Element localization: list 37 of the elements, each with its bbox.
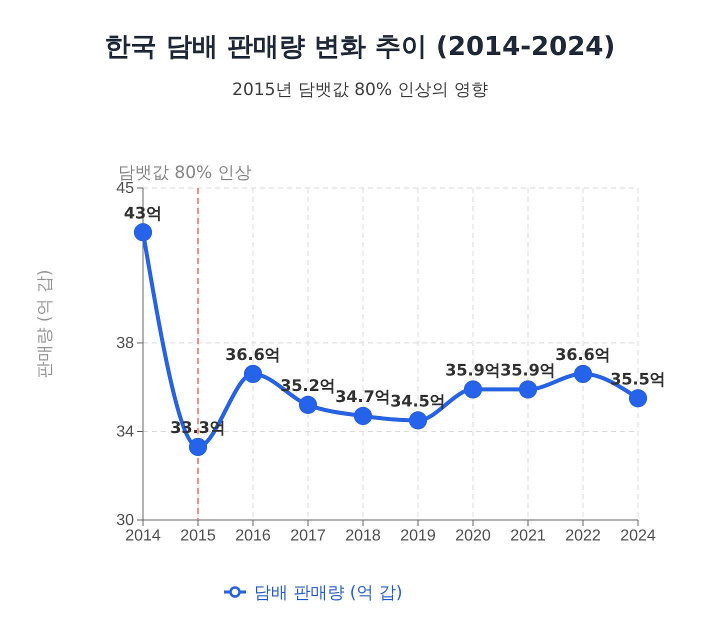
point bbox=[244, 364, 262, 383]
x-tick-label: 2024 bbox=[620, 527, 656, 544]
data-label: 34.7억 bbox=[335, 386, 391, 406]
point bbox=[574, 364, 592, 383]
point bbox=[354, 406, 372, 426]
x-tick-label: 2017 bbox=[290, 527, 326, 544]
legend-label: 담배 판매량 (억 갑) bbox=[254, 583, 402, 603]
x-tick-label: 2018 bbox=[345, 527, 381, 544]
chart-subtitle: 2015년 담뱃값 80% 인상의 영향 bbox=[232, 80, 488, 100]
point bbox=[628, 389, 648, 408]
x-tick-label: 2019 bbox=[400, 527, 436, 544]
y-tick-label: 30 bbox=[116, 512, 134, 530]
data-label: 36.6억 bbox=[555, 344, 611, 364]
data-label: 35.5억 bbox=[610, 369, 666, 388]
x-tick-label: 2015 bbox=[180, 527, 216, 544]
data-label: 35.9억 bbox=[500, 360, 556, 380]
data-label: 35.2억 bbox=[280, 376, 336, 395]
x-tick-label: 2022 bbox=[565, 527, 601, 544]
point bbox=[518, 380, 538, 398]
point bbox=[298, 396, 318, 414]
x-tick-label: 2014 bbox=[125, 527, 161, 544]
point bbox=[408, 411, 428, 430]
data-label: 36.6억 bbox=[225, 344, 281, 364]
x-tick-label: 2020 bbox=[455, 527, 491, 544]
y-tick-label: 34 bbox=[116, 424, 134, 441]
y-axis-title: 판매량 (억 갑) bbox=[35, 269, 55, 379]
point bbox=[134, 223, 152, 242]
point bbox=[464, 380, 482, 398]
x-tick-label: 2021 bbox=[510, 527, 546, 544]
data-label: 35.9억 bbox=[445, 360, 501, 380]
point bbox=[188, 438, 208, 456]
y-tick-label: 45 bbox=[116, 180, 134, 198]
data-label: 34.5억 bbox=[390, 391, 446, 410]
chart-title: 한국 담배 판매량 변화 추이 (2014-2024) bbox=[104, 32, 616, 62]
ref-line-label: 담뱃값 80% 인상 bbox=[118, 163, 252, 183]
y-tick-label: 38 bbox=[116, 335, 134, 352]
x-tick-label: 2016 bbox=[235, 527, 271, 544]
